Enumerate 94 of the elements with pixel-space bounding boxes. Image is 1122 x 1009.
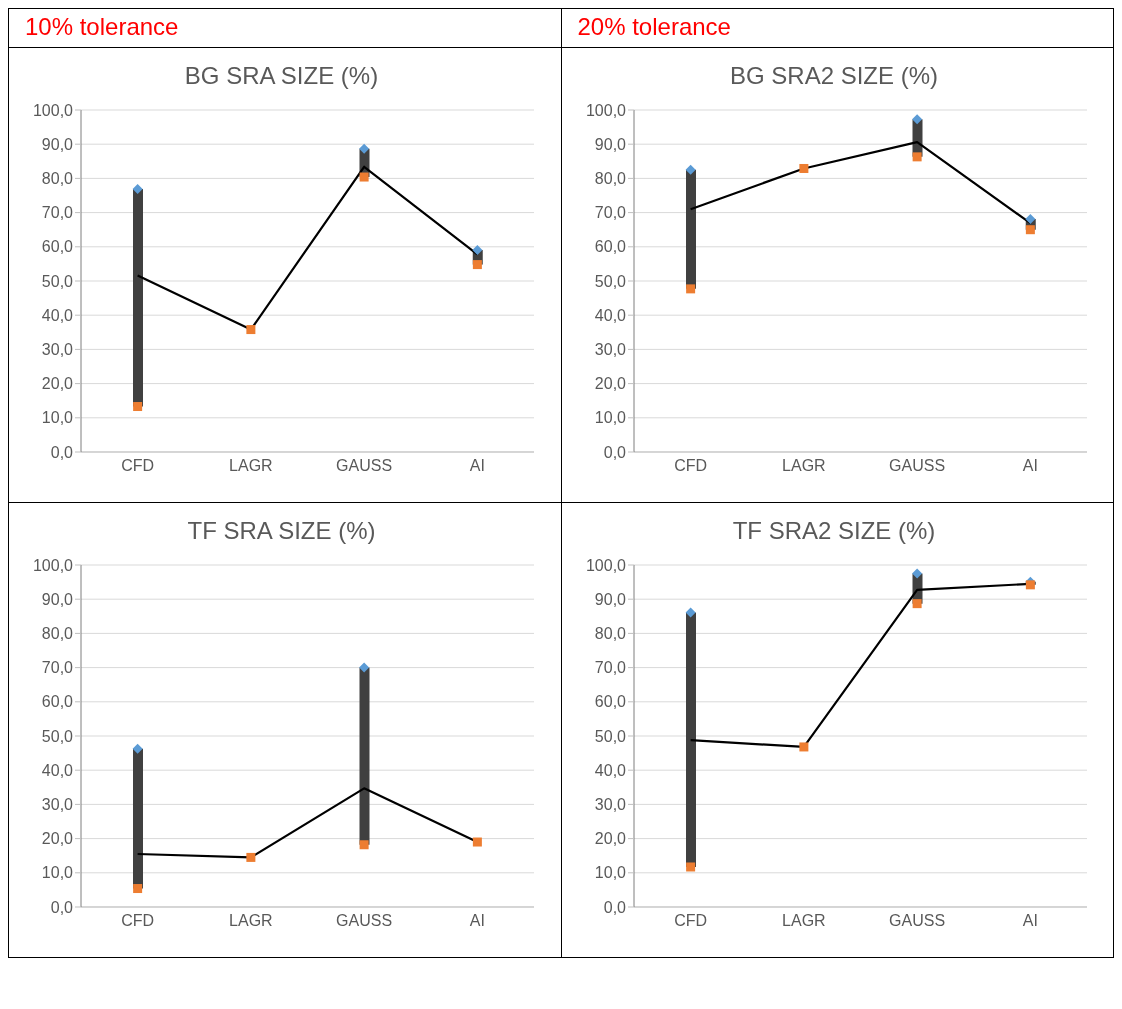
x-tick-label: LAGR [229, 457, 273, 475]
x-tick-label: LAGR [781, 457, 826, 475]
x-tick-label: GAUSS [336, 912, 393, 930]
y-tick-label: 0,0 [603, 443, 626, 461]
y-tick-label: 80,0 [594, 625, 626, 643]
y-tick-label: 20,0 [41, 830, 74, 848]
y-tick-label: 20,0 [594, 830, 626, 848]
point [1024, 214, 1035, 225]
point [912, 152, 922, 162]
point [798, 742, 808, 752]
y-tick-label: 70,0 [594, 204, 626, 222]
point [798, 163, 808, 173]
x-tick-label: GAUSS [888, 457, 945, 475]
point [685, 284, 695, 294]
point [911, 114, 922, 125]
point [246, 325, 256, 335]
point [359, 662, 370, 673]
x-tick-label: AI [469, 912, 485, 930]
y-tick-label: 50,0 [41, 727, 74, 745]
y-tick-label: 40,0 [594, 761, 626, 779]
point [132, 743, 143, 754]
text: 10% tolerance [25, 13, 179, 40]
y-tick-label: 70,0 [594, 659, 626, 677]
y-tick-label: 100,0 [585, 556, 626, 574]
x-tick-label: CFD [121, 457, 155, 475]
y-tick-label: 100,0 [32, 101, 74, 119]
y-tick-label: 10,0 [41, 864, 74, 882]
x-tick-label: CFD [673, 912, 707, 930]
y-tick-label: 90,0 [41, 135, 74, 153]
y-tick-label: 90,0 [594, 590, 626, 608]
y-tick-label: 90,0 [41, 590, 74, 608]
chart-title: BG SRA SIZE (%) [183, 61, 380, 91]
y-tick-label: 40,0 [594, 306, 626, 324]
x-tick-label: GAUSS [888, 912, 945, 930]
point [359, 143, 370, 154]
point [1025, 225, 1035, 235]
y-tick-label: 10,0 [594, 864, 626, 882]
y-tick-label: 50,0 [41, 272, 74, 290]
y-tick-label: 30,0 [594, 341, 626, 359]
y-tick-label: 40,0 [41, 761, 74, 779]
x-tick-label: AI [1022, 912, 1038, 930]
point [912, 599, 922, 609]
y-tick-label: 30,0 [41, 796, 74, 814]
point [246, 852, 256, 862]
point [472, 244, 483, 255]
x-tick-label: LAGR [781, 912, 826, 930]
point [1025, 580, 1035, 590]
y-tick-label: 70,0 [41, 659, 74, 677]
point [133, 884, 143, 894]
x-tick-label: GAUSS [336, 457, 393, 475]
x-tick-label: CFD [673, 457, 707, 475]
y-tick-label: 60,0 [594, 238, 626, 256]
y-tick-label: 80,0 [41, 170, 74, 188]
y-tick-label: 50,0 [594, 727, 626, 745]
point [359, 172, 369, 182]
point [685, 164, 696, 175]
y-tick-label: 70,0 [41, 204, 74, 222]
point [132, 184, 143, 194]
x-tick-label: AI [1022, 457, 1038, 475]
chart-title: TF SRA SIZE (%) [186, 516, 377, 546]
y-tick-label: 60,0 [41, 693, 74, 711]
y-tick-label: 20,0 [594, 375, 626, 393]
bar [133, 189, 143, 407]
y-tick-label: 10,0 [41, 409, 74, 427]
point [472, 837, 482, 847]
y-tick-label: 0,0 [603, 898, 626, 916]
text: 20% tolerance [577, 13, 731, 40]
y-tick-label: 10,0 [594, 409, 626, 427]
y-tick-label: 80,0 [41, 625, 74, 643]
y-tick-label: 60,0 [41, 238, 74, 256]
y-tick-label: 60,0 [594, 693, 626, 711]
y-tick-label: 100,0 [32, 556, 74, 574]
chart-title: BG SRA2 SIZE (%) [728, 61, 939, 91]
point [133, 402, 143, 412]
bar [685, 169, 696, 289]
point [359, 840, 369, 850]
y-tick-label: 0,0 [50, 443, 74, 461]
y-tick-label: 90,0 [594, 135, 626, 153]
x-tick-label: LAGR [229, 912, 273, 930]
point [685, 607, 696, 618]
y-tick-label: 40,0 [41, 306, 74, 324]
point [472, 260, 482, 270]
y-tick-label: 30,0 [41, 341, 74, 359]
x-tick-label: CFD [121, 912, 155, 930]
y-tick-label: 0,0 [50, 898, 74, 916]
y-tick-label: 30,0 [594, 796, 626, 814]
chart-title: TF SRA2 SIZE (%) [731, 516, 937, 546]
y-tick-label: 100,0 [585, 101, 626, 119]
x-tick-label: AI [469, 457, 485, 475]
y-tick-label: 50,0 [594, 272, 626, 290]
point [685, 862, 695, 872]
y-tick-label: 20,0 [41, 375, 74, 393]
point [911, 568, 922, 579]
y-tick-label: 80,0 [594, 170, 626, 188]
